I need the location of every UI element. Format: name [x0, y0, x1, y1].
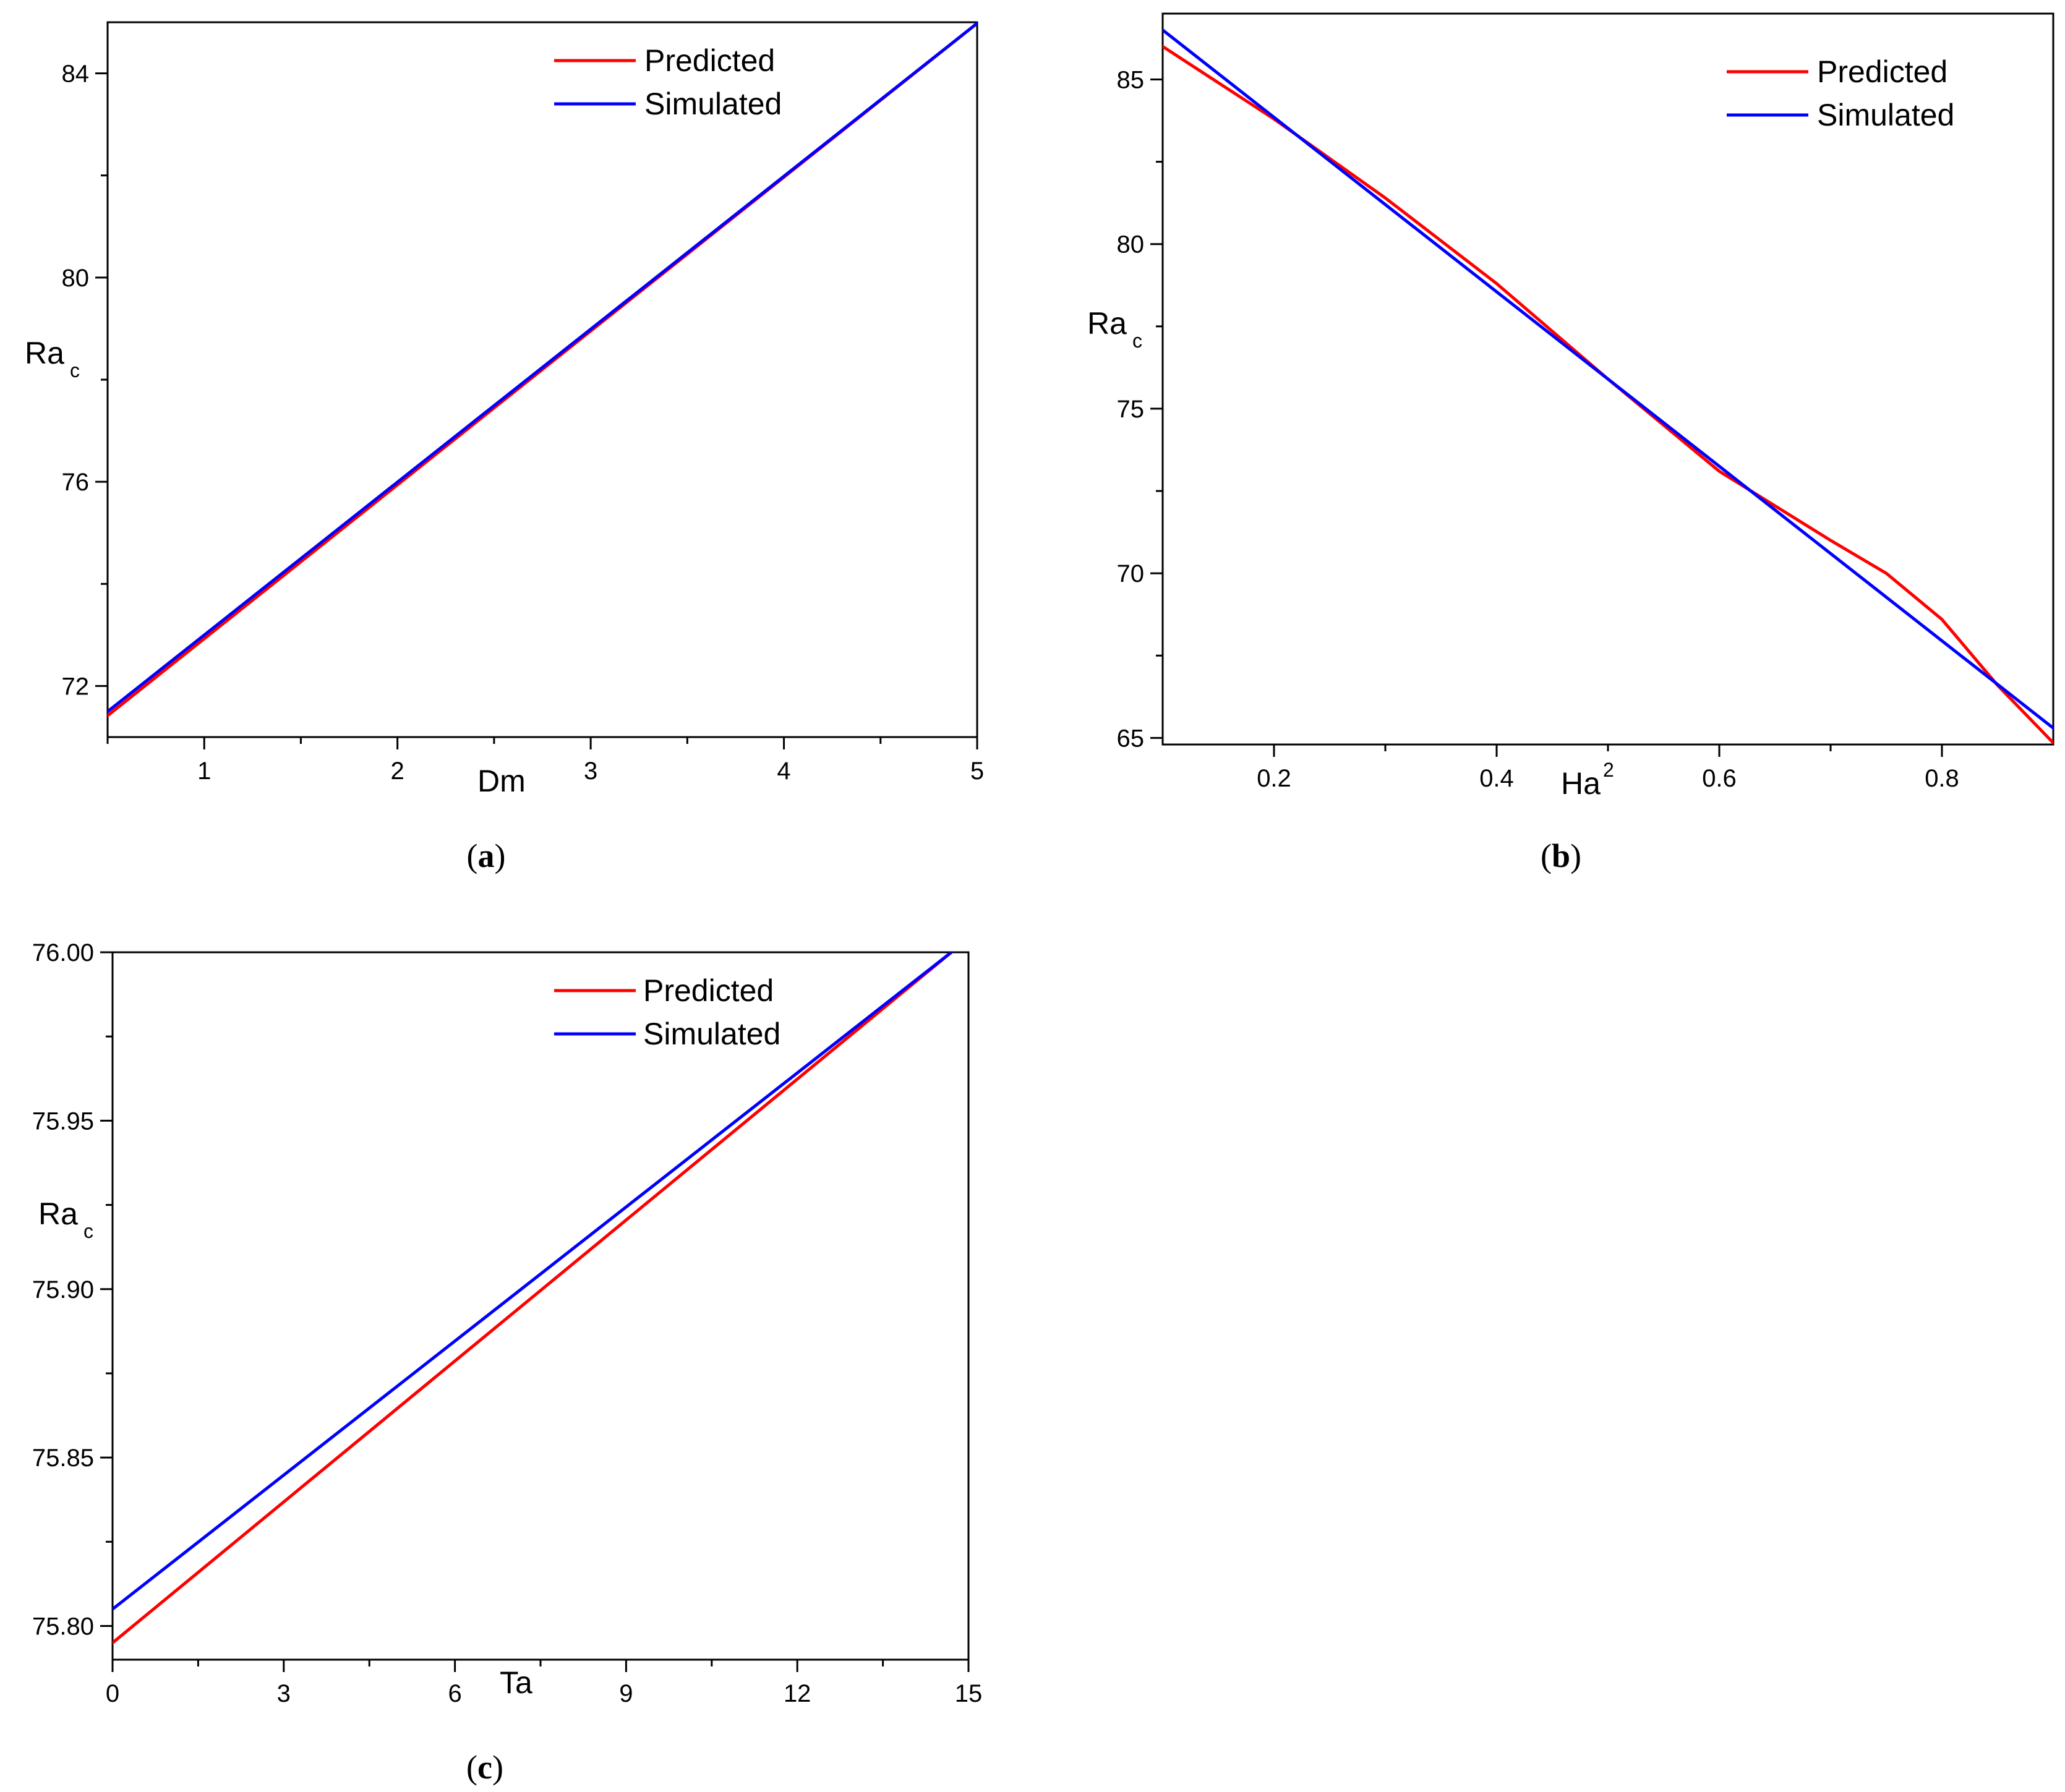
- series-group: [108, 22, 977, 717]
- panel-caption: (c): [466, 1749, 503, 1786]
- legend-label-simulated: Simulated: [644, 87, 782, 121]
- x-tick-label: 0.4: [1479, 765, 1514, 792]
- x-tick-label: 2: [391, 757, 404, 785]
- y-axis-title-subscript: c: [70, 359, 80, 382]
- x-tick-label: 1: [197, 757, 211, 785]
- y-axis-title-subscript: c: [83, 1220, 93, 1242]
- plot-frame: [111, 951, 970, 1661]
- caption-letter: a: [478, 837, 495, 874]
- caption-paren-open: (: [466, 1749, 477, 1786]
- x-tick-label: 6: [448, 1680, 461, 1707]
- x-axis-title-superscript: 2: [1603, 759, 1614, 781]
- y-axis-title: Ra: [38, 1197, 78, 1231]
- x-tick-label: 3: [584, 757, 597, 785]
- x-tick-label: 0.6: [1702, 765, 1737, 792]
- plot-frame: [106, 21, 978, 738]
- series-group: [1163, 28, 2053, 745]
- caption-paren-close: ): [495, 837, 506, 874]
- y-tick-label: 75: [1117, 396, 1145, 423]
- series-line-simulated: [108, 22, 977, 714]
- x-tick-label: 15: [955, 1680, 983, 1707]
- caption-letter: b: [1552, 837, 1570, 874]
- x-axis-title: Ta: [500, 1665, 532, 1700]
- y-tick-label: 76: [62, 469, 90, 496]
- panel-caption: (a): [467, 837, 506, 874]
- y-tick-label: 84: [62, 61, 90, 88]
- caption-paren-open: (: [467, 837, 478, 874]
- series-line-predicted: [1163, 45, 2053, 745]
- legend-label-predicted: Predicted: [1817, 54, 1947, 89]
- x-tick-label: 0.8: [1925, 765, 1959, 792]
- series-group: [113, 952, 953, 1645]
- series-line-predicted: [113, 952, 953, 1645]
- y-axis-title: Ra: [25, 336, 64, 370]
- y-tick-label: 72: [62, 673, 90, 700]
- x-tick-label: 9: [619, 1680, 633, 1707]
- y-tick-label: 65: [1117, 725, 1145, 752]
- x-tick-label: 0: [106, 1680, 119, 1707]
- x-tick-label: 12: [784, 1680, 811, 1707]
- caption-paren-close: ): [1570, 837, 1581, 874]
- caption-paren-close: ): [492, 1749, 503, 1786]
- y-axis-title-subscript: c: [1132, 330, 1142, 352]
- y-tick-label: 75.90: [32, 1276, 94, 1303]
- y-tick-label: 75.85: [32, 1444, 94, 1472]
- x-tick-label: 0.2: [1257, 765, 1291, 792]
- caption-letter: c: [477, 1749, 492, 1786]
- chart-panel-a: 1 2 3 4 5 72 76 80 84 Predicted Simulated Ra c Dm (a): [25, 21, 984, 874]
- legend-label-predicted: Predicted: [643, 973, 774, 1008]
- series-line-simulated: [1163, 28, 2053, 730]
- legend-label-simulated: Simulated: [1817, 98, 1954, 132]
- y-tick-label: 70: [1117, 560, 1145, 587]
- caption-paren-open: (: [1541, 837, 1552, 874]
- series-line-simulated: [113, 952, 953, 1611]
- y-tick-label: 80: [1117, 231, 1145, 258]
- x-tick-label: 3: [277, 1680, 291, 1707]
- y-tick-label: 80: [62, 265, 90, 292]
- x-tick-label: 4: [777, 757, 790, 785]
- x-axis-title: Dm: [477, 764, 526, 798]
- chart-panel-b: 0.2 0.4 0.6 0.8 65 70 75 80 85 Predicted Simulated…: [1087, 12, 2054, 874]
- y-tick-label: 85: [1117, 66, 1145, 93]
- y-tick-label: 75.95: [32, 1107, 94, 1135]
- x-tick-label: 5: [970, 757, 984, 785]
- y-tick-label: 75.80: [32, 1613, 94, 1641]
- y-axis-title: Ra: [1087, 306, 1127, 341]
- chart-panel-c: 0 3 6 9 12 15 75.80 75.85 75.90 75.95 76.00 Predict…: [32, 939, 982, 1786]
- legend-label-simulated: Simulated: [643, 1017, 780, 1051]
- panel-caption: (b): [1541, 837, 1581, 874]
- y-tick-label: 76.00: [32, 939, 94, 966]
- x-axis-title: Ha: [1561, 766, 1601, 801]
- legend-label-predicted: Predicted: [644, 43, 775, 78]
